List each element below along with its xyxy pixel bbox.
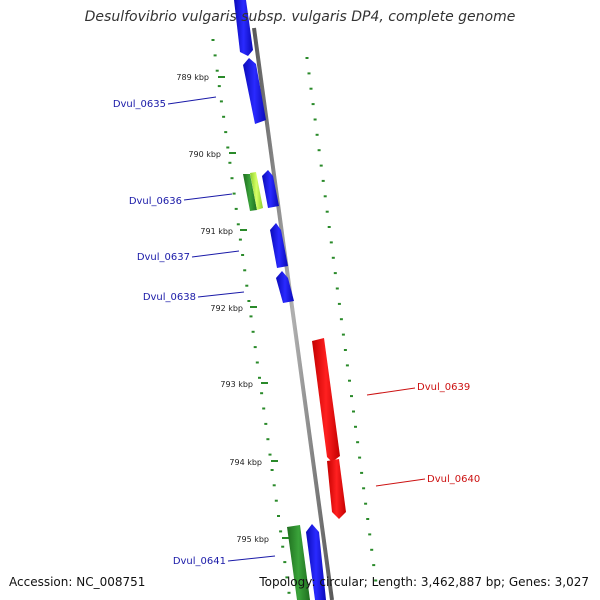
gene-label-dvul-0636[interactable]: Dvul_0636 bbox=[129, 196, 182, 207]
tick-label-794: 794 kbp bbox=[229, 458, 262, 467]
accession-text: Accession: NC_008751 bbox=[9, 575, 146, 589]
gene-label-dvul-0635[interactable]: Dvul_0635 bbox=[113, 99, 166, 110]
guide-tracks bbox=[211, 39, 378, 594]
gene-arrow-dvul-0640[interactable] bbox=[327, 459, 346, 519]
tick-label-791: 791 kbp bbox=[200, 227, 233, 236]
gene-label-dvul-0639[interactable]: Dvul_0639 bbox=[417, 382, 470, 393]
gene-arrow-dvul-0637[interactable] bbox=[270, 223, 288, 268]
gene-labels: Dvul_0635 Dvul_0636 Dvul_0637 Dvul_0638 … bbox=[113, 96, 480, 567]
leader-dvul-0638 bbox=[197, 291, 245, 298]
leader-dvul-0641 bbox=[227, 555, 276, 562]
tick-label-792: 792 kbp bbox=[210, 304, 243, 313]
genome-summary-text: Topology: circular; Length: 3,462,887 bp… bbox=[259, 575, 589, 589]
tick-790: 790 kbp bbox=[188, 150, 236, 159]
gene-features bbox=[234, 0, 346, 600]
tick-794: 794 kbp bbox=[229, 458, 278, 467]
tick-label-795: 795 kbp bbox=[236, 535, 269, 544]
gene-label-dvul-0640[interactable]: Dvul_0640 bbox=[427, 474, 480, 485]
tick-792: 792 kbp bbox=[210, 304, 257, 313]
tick-label-789: 789 kbp bbox=[176, 73, 209, 82]
map-title: Desulfovibrio vulgaris subsp. vulgaris D… bbox=[84, 9, 516, 25]
tick-label-790: 790 kbp bbox=[188, 150, 221, 159]
tick-label-793: 793 kbp bbox=[220, 380, 253, 389]
gene-arrow-dvul-0634[interactable] bbox=[234, 0, 253, 56]
gene-label-dvul-0641[interactable]: Dvul_0641 bbox=[173, 556, 226, 567]
tick-795: 795 kbp bbox=[236, 535, 289, 544]
gene-label-dvul-0638[interactable]: Dvul_0638 bbox=[143, 292, 196, 303]
tick-789: 789 kbp bbox=[176, 73, 225, 82]
gene-arrow-dvul-0636-part-green[interactable] bbox=[243, 174, 257, 211]
genome-backbone bbox=[252, 27, 334, 600]
tick-793: 793 kbp bbox=[220, 380, 268, 389]
inner-guide-track bbox=[211, 39, 291, 594]
gene-arrow-dvul-0639[interactable] bbox=[312, 338, 340, 462]
tick-791: 791 kbp bbox=[200, 227, 247, 236]
gene-arrow-dvul-0636-part-lime[interactable] bbox=[250, 172, 263, 210]
gene-arrow-dvul-0638[interactable] bbox=[276, 271, 294, 303]
leader-dvul-0640 bbox=[375, 478, 426, 487]
leader-dvul-0635 bbox=[167, 96, 217, 105]
leader-dvul-0639 bbox=[366, 387, 416, 396]
kbp-ticks: 789 kbp 790 kbp 791 kbp 792 kbp 793 kbp … bbox=[176, 73, 289, 544]
leader-dvul-0637 bbox=[191, 250, 240, 258]
gene-arrow-dvul-0641-blue[interactable] bbox=[306, 524, 326, 600]
outer-guide-track bbox=[305, 57, 378, 582]
gene-arrow-dvul-0635[interactable] bbox=[243, 58, 266, 124]
gene-arrow-dvul-0641-green[interactable] bbox=[287, 525, 310, 600]
gene-label-dvul-0637[interactable]: Dvul_0637 bbox=[137, 252, 190, 263]
leader-dvul-0636 bbox=[183, 193, 233, 201]
gene-arrow-dvul-0636-part-blue[interactable] bbox=[262, 170, 279, 208]
